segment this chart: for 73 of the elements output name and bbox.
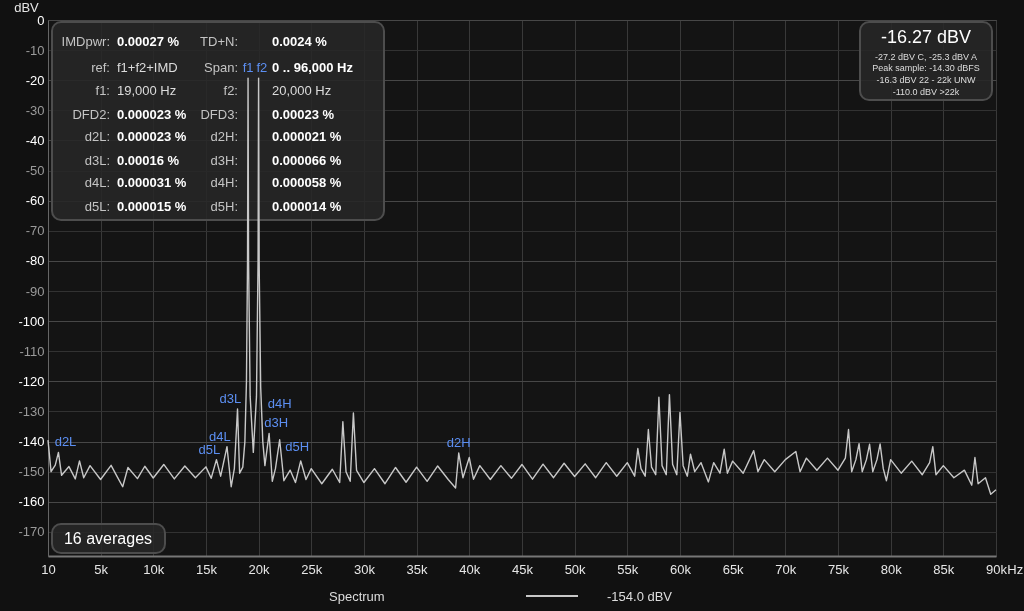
y-tick-label: -90 [25,283,45,299]
annotation: IMDpwr: 0.00027 % [61,34,180,50]
annotation: d3L [219,391,242,407]
y-tick-label: 0 [37,12,45,28]
x-tick-label: 80k [880,561,903,577]
y-axis-title: dBV [14,0,40,15]
x-tick-label: 30k [353,561,376,577]
annotation: d5L [198,441,221,457]
x-tick-label: 90k [986,561,1008,577]
x-tick-label: 50k [564,561,587,577]
y-tick-label: -140 [18,434,45,450]
x-tick-label: 65k [722,561,745,577]
y-tick-label: -160 [18,494,45,510]
y-tick-label: -20 [25,72,45,88]
y-tick-label: -50 [25,163,45,179]
y-tick-label: -170 [18,524,45,540]
x-tick-label: 75k [828,561,850,577]
text: f2: 20,000 Hz [223,83,332,98]
y-tick-label: -100 [18,313,45,329]
x-tick-label: 40k [459,561,481,577]
annotation: d5L: 0.000015 % [84,198,187,214]
y-tick-label: -70 [25,223,45,239]
annotation: d3L: 0.00016 % [84,153,180,168]
annotation: -16.3 dBV 22 - 22k UNW [876,75,977,85]
x-tick-label: 10 [41,561,56,577]
annotation: f2 [256,60,268,76]
annotation: d2L: 0.000023 % [84,129,187,145]
x-tick-label: 55k [617,561,639,577]
y-tick-label: -130 [18,403,45,419]
y-tick-label: -60 [25,193,45,209]
y-tick-label: -110 [19,343,45,359]
text: d5H: 0.000014 % [210,198,342,214]
y-tick-label: -150 [18,464,45,480]
text: -154.0 dBV [607,589,673,604]
text: DFD3: 0.00023 % [200,106,335,122]
annotation: -110.0 dBV >22k [892,87,960,98]
annotation: -16.27 dBV [880,27,972,48]
annotation: d2H [446,435,471,451]
x-axis-title: Hz [1007,561,1024,577]
x-tick-label: 60k [669,561,692,577]
annotation: ref: f1+f2+IMD [91,60,178,76]
annotation: d4H [267,395,292,411]
annotation: d2L [54,434,77,450]
annotation: Peak sample: -14.30 dBFS [872,63,980,74]
annotation: d5H [285,439,310,455]
annotation: d3H [264,415,289,431]
line-series [47,77,997,495]
text: TD+N: 0.0024 % [200,34,327,50]
annotation: DFD2: 0.000023 % [72,106,187,122]
x-tick-label: 45k [511,561,534,577]
x-tick-label: 25k [301,561,323,577]
annotation: 16 averages [63,530,153,547]
x-tick-label: 5k [94,561,109,577]
x-tick-label: 10k [143,561,165,577]
x-tick-label: 15k [195,561,218,577]
x-tick-label: 35k [406,561,429,577]
text: d3H: 0.000066 % [210,153,342,168]
y-tick-label: -40 [25,132,45,148]
x-tick-label: 85k [933,561,955,577]
y-tick-label: -30 [25,102,45,118]
text: d4H: 0.000058 % [210,175,342,191]
y-tick-label: -120 [18,373,45,389]
x-tick-label: 20k [248,561,271,577]
text: Spectrum [329,589,385,604]
text: d2H: 0.000021 % [210,129,342,145]
y-tick-label: -10 [25,42,45,58]
annotation: -27.2 dBV C, -25.3 dBV A [874,51,978,62]
annotation: d4L [209,428,231,444]
annotation: d4L: 0.000031 % [84,175,187,191]
annotation: f1 [242,60,254,76]
y-tick-label: -80 [25,253,45,269]
annotation: f1: 19,000 Hz [95,83,177,98]
x-tick-label: 70k [775,561,797,577]
